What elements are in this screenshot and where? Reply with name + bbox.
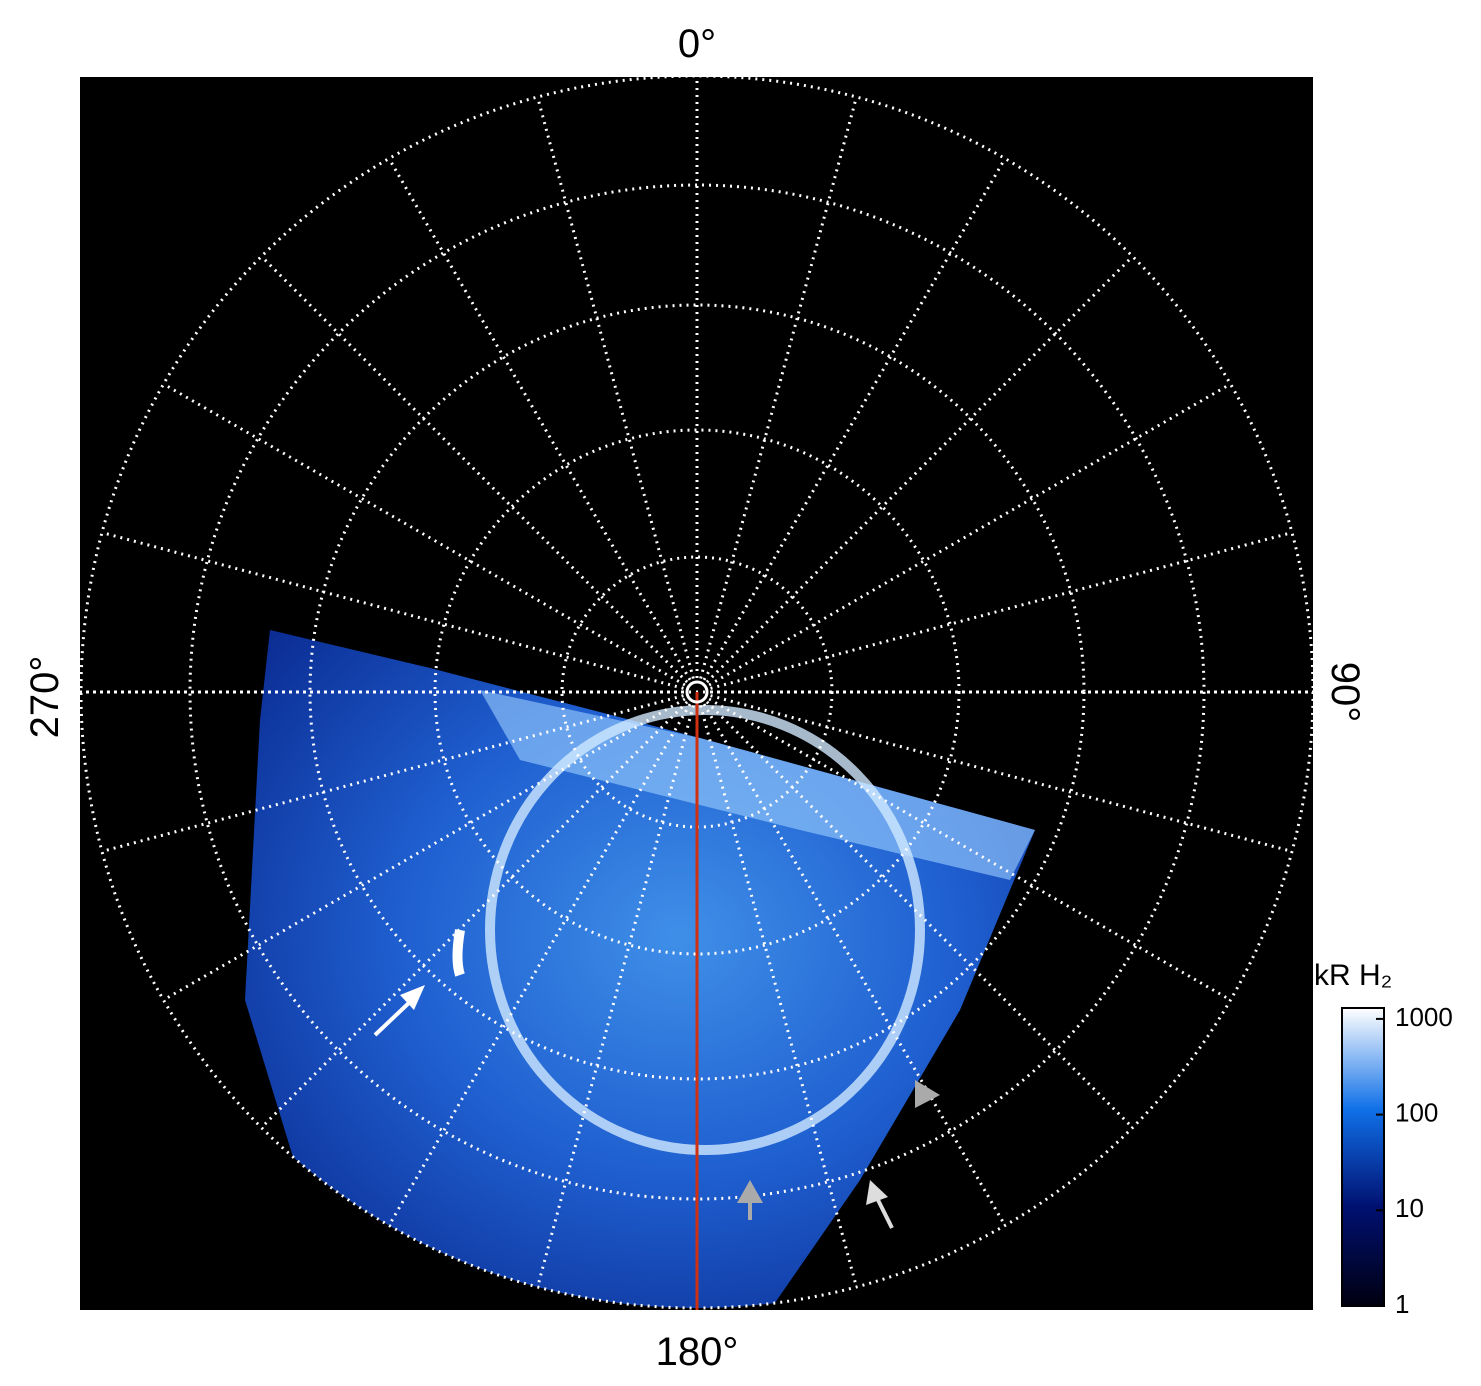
meridian [260, 700, 689, 1129]
colorbar-title: kR H₂ [1314, 959, 1392, 992]
meridian [162, 697, 686, 1002]
arrow-head [866, 1180, 888, 1205]
label-right: 90° [1323, 662, 1367, 723]
meridian [705, 255, 1134, 684]
label-top: 0° [678, 22, 716, 66]
colorbar-tick-label: 10 [1395, 1193, 1424, 1223]
colorbar-tick-label: 1 [1395, 1289, 1409, 1319]
colorbar-tick-label: 1000 [1395, 1002, 1453, 1032]
arrow [373, 998, 414, 1037]
meridian [699, 705, 858, 1288]
colorbar-tick-label: 100 [1395, 1097, 1438, 1127]
arrow-head [737, 1180, 763, 1203]
meridian [101, 531, 684, 690]
meridian [699, 96, 858, 679]
grid [79, 74, 1315, 1310]
meridian [710, 531, 1293, 690]
meridian [710, 694, 1293, 853]
pole-marker [685, 680, 709, 704]
arrow-head [915, 1080, 940, 1108]
meridian [708, 697, 1232, 1002]
spot [452, 929, 465, 977]
latitude-circle [188, 183, 1206, 1201]
arrow-head [400, 985, 425, 1010]
meridian [101, 694, 684, 853]
aurora [245, 630, 1035, 1308]
arrow [876, 1199, 894, 1229]
label-bottom: 180° [656, 1330, 739, 1374]
meridian [702, 703, 1007, 1227]
label-left: 270° [23, 656, 67, 739]
latitude-circle [433, 428, 961, 956]
meridian [536, 705, 695, 1288]
meridian [162, 382, 686, 687]
arrows [373, 985, 940, 1229]
meridian [702, 157, 1007, 681]
meridian [387, 703, 692, 1227]
meridian [387, 157, 692, 681]
meridian [708, 382, 1232, 687]
meridian [260, 255, 689, 684]
main-oval [485, 705, 925, 1155]
colorbar [1341, 1007, 1385, 1307]
meridian [705, 700, 1134, 1129]
meridian [536, 96, 695, 679]
